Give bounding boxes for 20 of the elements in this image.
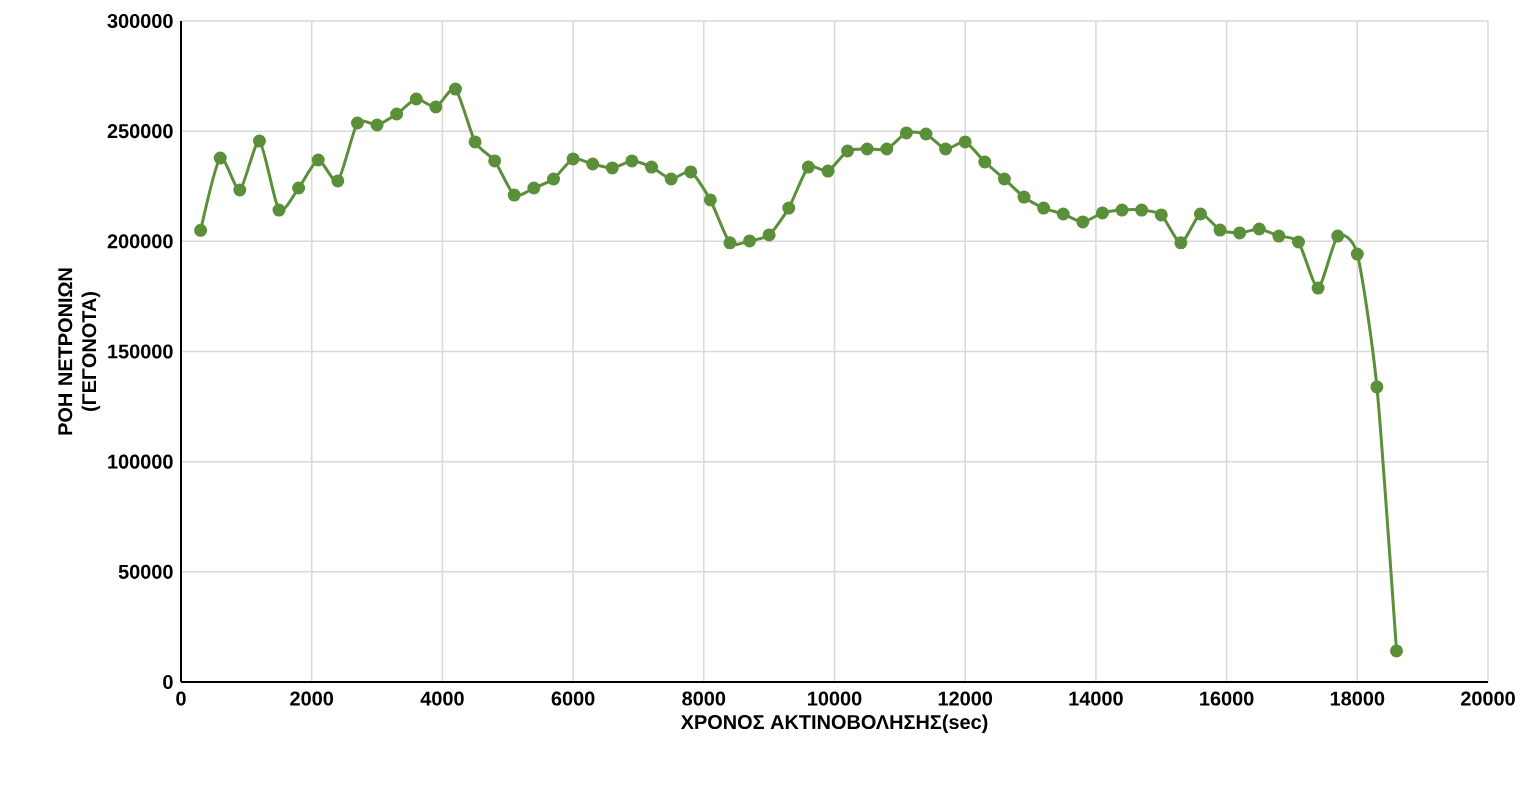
x-tick-label: 6000: [551, 691, 595, 706]
y-tick-label: 250000: [107, 124, 173, 139]
x-tick-label: 2000: [290, 691, 334, 706]
y-tick-label: 0: [163, 674, 173, 690]
x-tick-label: 14000: [1069, 691, 1123, 706]
y-tick-label: 300000: [107, 13, 173, 29]
x-tick-label: 12000: [938, 691, 993, 706]
y-tick-label: 150000: [108, 344, 173, 359]
x-tick-label: 4000: [420, 691, 464, 706]
y-tick-label: 100000: [108, 454, 173, 469]
y-axis-title: ΡΟΗ ΝΕΤΡΟΝΙΩΝ (ΓΕΓΟΝΟΤΑ): [58, 268, 101, 435]
x-tick-label: 20000: [1460, 691, 1515, 706]
x-tick-label: 8000: [682, 691, 726, 706]
x-tick-label: 18000: [1330, 691, 1385, 706]
x-tick-label: 10000: [808, 691, 862, 706]
y-tick-label: 200000: [107, 234, 173, 249]
y-tick-label: 50000: [118, 564, 173, 579]
x-axis-title: ΧΡΟΝΟΣ ΑΚΤΙΝΟΒΟΛΗΣΗΣ(sec): [680, 714, 988, 734]
x-tick-label: 16000: [1200, 691, 1254, 706]
x-tick-label: 0: [176, 691, 186, 706]
